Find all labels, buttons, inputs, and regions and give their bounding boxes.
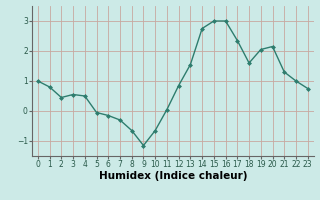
X-axis label: Humidex (Indice chaleur): Humidex (Indice chaleur) <box>99 171 247 181</box>
